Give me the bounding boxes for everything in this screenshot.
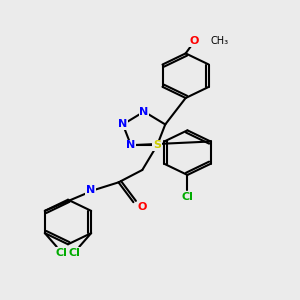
Text: N: N — [86, 185, 95, 195]
Text: Cl: Cl — [55, 248, 67, 258]
Text: Cl: Cl — [182, 192, 194, 202]
Text: Cl: Cl — [69, 248, 81, 258]
Text: S: S — [153, 140, 161, 150]
Text: N: N — [140, 106, 149, 117]
Text: H: H — [84, 184, 92, 194]
Text: O: O — [138, 202, 147, 212]
Text: N: N — [118, 119, 128, 129]
Text: O: O — [190, 36, 199, 46]
Text: CH₃: CH₃ — [211, 36, 229, 46]
Text: N: N — [126, 140, 136, 150]
